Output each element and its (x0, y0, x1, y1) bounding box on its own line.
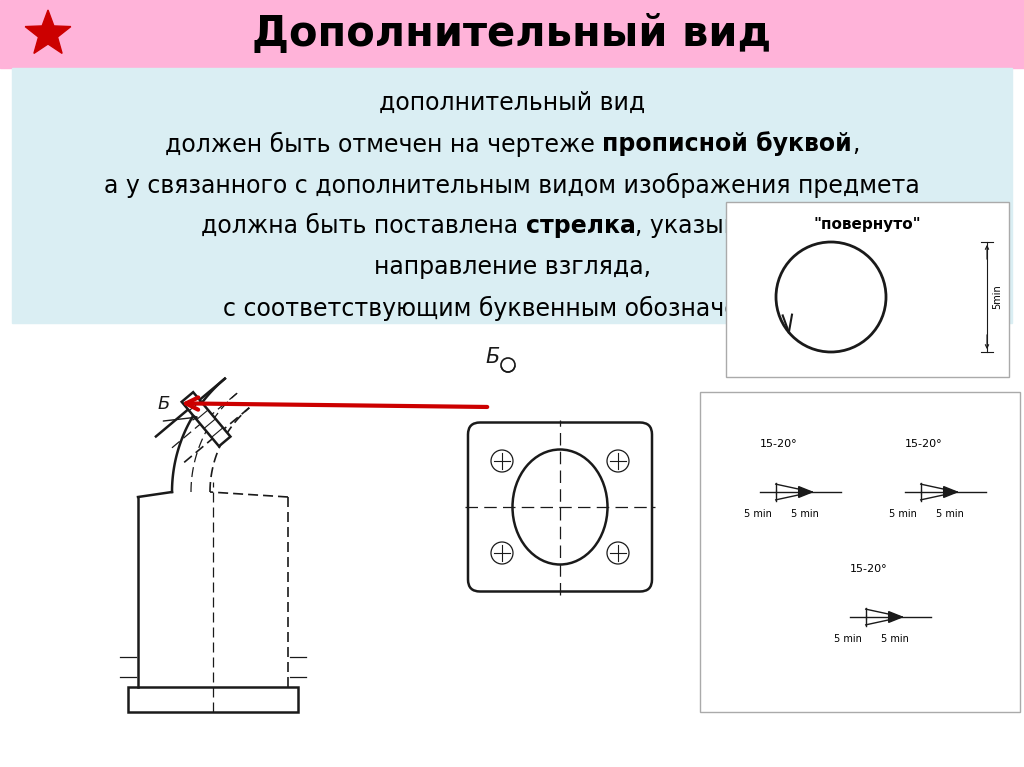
Text: направление взгляда,: направление взгляда, (374, 255, 650, 279)
Polygon shape (889, 611, 902, 622)
Text: 5 min: 5 min (936, 509, 964, 519)
Text: Дополнительный вид: Дополнительный вид (252, 13, 772, 55)
Text: 5 min: 5 min (835, 634, 862, 644)
Polygon shape (799, 486, 812, 498)
Text: 5 min: 5 min (744, 509, 772, 519)
Text: 5min: 5min (992, 285, 1002, 309)
Text: а у связанного с дополнительным видом изображения предмета: а у связанного с дополнительным видом из… (104, 173, 920, 198)
Text: 5 min: 5 min (889, 509, 916, 519)
Text: 15-20°: 15-20° (905, 439, 943, 449)
Text: ,: , (852, 132, 859, 156)
Text: должен быть отмечен на чертеже: должен быть отмечен на чертеже (165, 131, 602, 156)
Polygon shape (944, 486, 957, 498)
Text: с соответствующим буквенным обозначением: с соответствующим буквенным обозначением (222, 295, 802, 321)
Text: 5 min: 5 min (881, 634, 909, 644)
Text: "повернуто": "повернуто" (814, 216, 922, 232)
Bar (700, 392, 1020, 712)
Text: 5 min: 5 min (792, 509, 819, 519)
Text: дополнительный вид: дополнительный вид (379, 91, 645, 115)
Polygon shape (26, 10, 71, 54)
Text: 15-20°: 15-20° (760, 439, 798, 449)
Text: 15-20°: 15-20° (850, 564, 888, 574)
Text: Б: Б (485, 347, 500, 367)
Bar (726, 202, 1009, 377)
Bar (128, 687, 298, 712)
Bar (0, 0, 1024, 68)
Text: , указывающая: , указывающая (636, 214, 823, 238)
Bar (12, 68, 1012, 323)
Text: Б: Б (158, 395, 170, 413)
Polygon shape (181, 392, 230, 446)
Text: стрелка: стрелка (525, 214, 636, 238)
Text: должна быть поставлена: должна быть поставлена (201, 214, 525, 238)
Text: прописной буквой: прописной буквой (602, 132, 852, 156)
